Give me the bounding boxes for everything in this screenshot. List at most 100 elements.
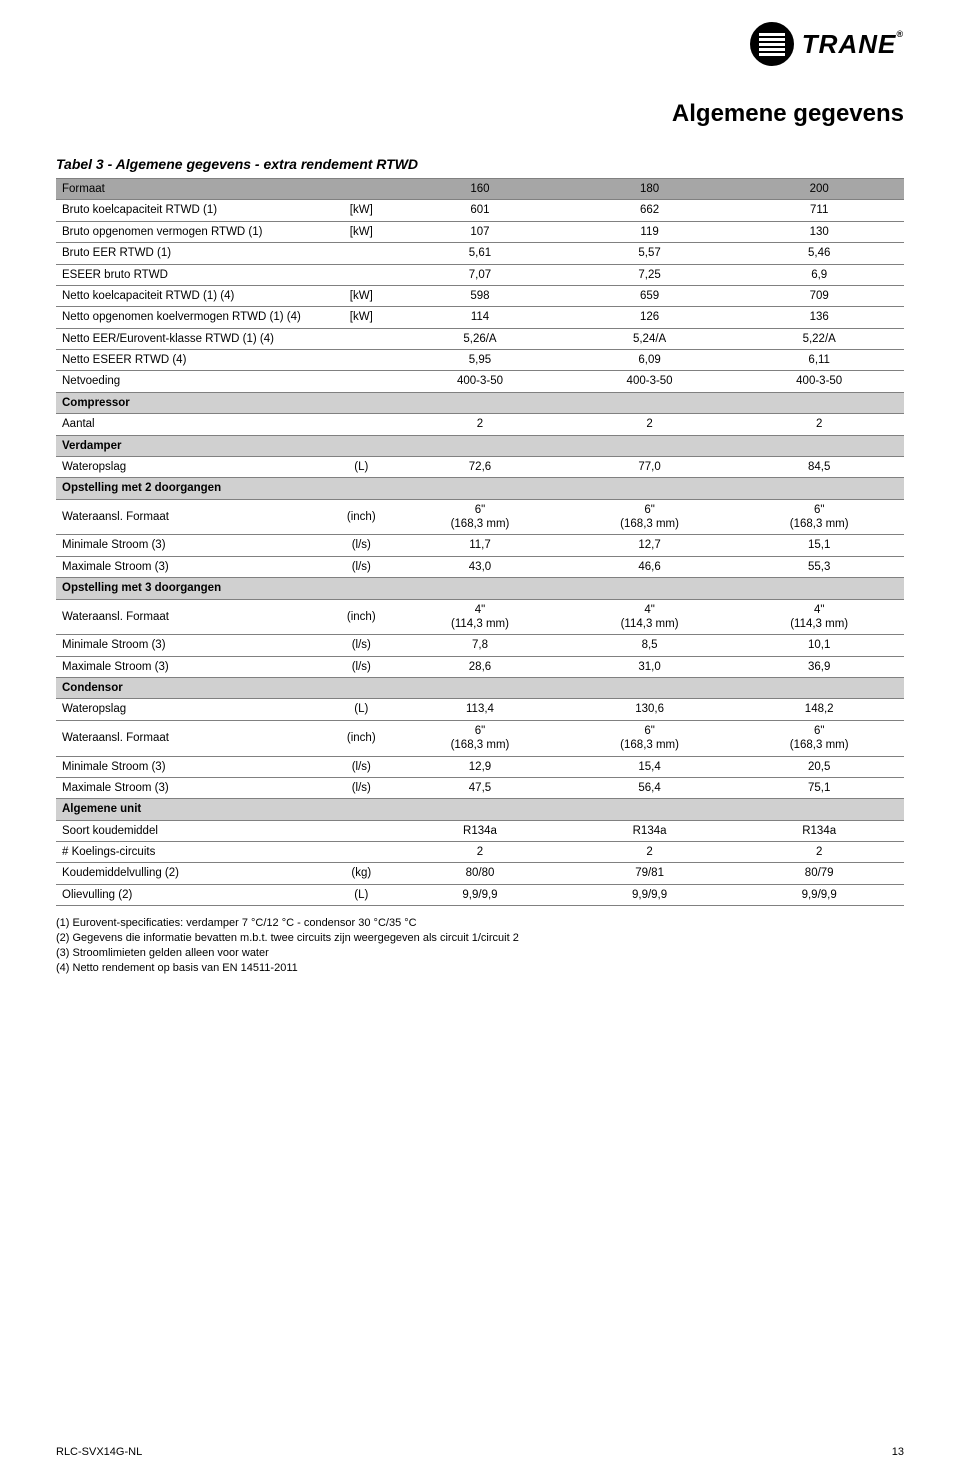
row-label: Maximale Stroom (3) [56,656,327,677]
section-label: Condensor [56,678,904,699]
row-label: # Koelings-circuits [56,842,327,863]
row-unit: (l/s) [327,656,395,677]
row-value: 2 [734,842,904,863]
row-value: 400-3-50 [565,371,735,392]
row-value: 28,6 [395,656,565,677]
row-value: 55,3 [734,556,904,577]
row-value: 6,11 [734,350,904,371]
row-label: Olievulling (2) [56,884,327,905]
footnote-line: (1) Eurovent-specificaties: verdamper 7 … [56,916,904,931]
row-label: Netto koelcapaciteit RTWD (1) (4) [56,285,327,306]
row-value: R134a [395,820,565,841]
row-value: 6"(168,3 mm) [734,720,904,756]
table-row: Opstelling met 2 doorgangen [56,478,904,499]
row-value: 662 [565,200,735,221]
row-value: 113,4 [395,699,565,720]
row-value: 11,7 [395,535,565,556]
table-row: Minimale Stroom (3)(l/s)12,915,420,5 [56,756,904,777]
row-unit: (inch) [327,720,395,756]
section-label: Opstelling met 2 doorgangen [56,478,904,499]
section-label: Algemene unit [56,799,904,820]
doc-id: RLC-SVX14G-NL [56,1446,142,1458]
table-caption: Tabel 3 - Algemene gegevens - extra rend… [56,156,904,172]
row-value: 5,61 [395,243,565,264]
table-row: Opstelling met 3 doorgangen [56,578,904,599]
table-row: Wateropslag(L)72,677,084,5 [56,456,904,477]
row-value: 15,1 [734,535,904,556]
table-row: Wateraansl. Formaat(inch)4"(114,3 mm)4"(… [56,599,904,635]
row-label: Wateraansl. Formaat [56,599,327,635]
row-value: 130,6 [565,699,735,720]
row-value: 598 [395,285,565,306]
row-unit [327,350,395,371]
row-value: 9,9/9,9 [734,884,904,905]
table-row: Bruto opgenomen vermogen RTWD (1)[kW]107… [56,221,904,242]
row-value: 75,1 [734,777,904,798]
row-value: 5,46 [734,243,904,264]
row-value: 15,4 [565,756,735,777]
row-value: 7,8 [395,635,565,656]
table-row: Bruto EER RTWD (1)5,615,575,46 [56,243,904,264]
registered-mark: ® [896,29,904,39]
row-unit: (inch) [327,499,395,535]
table-row: Minimale Stroom (3)(l/s)11,712,715,1 [56,535,904,556]
footnote-line: (2) Gegevens die informatie bevatten m.b… [56,931,904,946]
row-value: 2 [565,842,735,863]
row-unit: (L) [327,456,395,477]
row-label: Maximale Stroom (3) [56,556,327,577]
row-unit: [kW] [327,200,395,221]
table-row: Condensor [56,678,904,699]
row-label: Netto ESEER RTWD (4) [56,350,327,371]
row-label: Maximale Stroom (3) [56,777,327,798]
row-value: 77,0 [565,456,735,477]
table-row: Minimale Stroom (3)(l/s)7,88,510,1 [56,635,904,656]
row-value: 6,09 [565,350,735,371]
table-row: Netto opgenomen koelvermogen RTWD (1) (4… [56,307,904,328]
page-footer: RLC-SVX14G-NL 13 [56,1446,904,1458]
row-label: Netto opgenomen koelvermogen RTWD (1) (4… [56,307,327,328]
row-value: 6,9 [734,264,904,285]
row-value: 709 [734,285,904,306]
table-row: Maximale Stroom (3)(l/s)43,046,655,3 [56,556,904,577]
table-row: # Koelings-circuits222 [56,842,904,863]
row-label: Wateraansl. Formaat [56,720,327,756]
table-row: Netto EER/Eurovent-klasse RTWD (1) (4)5,… [56,328,904,349]
row-value: 2 [565,414,735,435]
row-value: 4"(114,3 mm) [565,599,735,635]
row-value: 5,57 [565,243,735,264]
row-unit: (l/s) [327,635,395,656]
spec-table: Formaat160180200Bruto koelcapaciteit RTW… [56,178,904,906]
row-label: Koudemiddelvulling (2) [56,863,327,884]
row-value: 114 [395,307,565,328]
row-value: 80/80 [395,863,565,884]
footnote-line: (3) Stroomlimieten gelden alleen voor wa… [56,946,904,961]
table-row: Wateropslag(L)113,4130,6148,2 [56,699,904,720]
trane-globe-icon [750,22,794,66]
row-value: 47,5 [395,777,565,798]
row-unit [327,414,395,435]
section-label: Compressor [56,392,904,413]
row-value: 43,0 [395,556,565,577]
row-value: 601 [395,200,565,221]
row-value: 2 [395,414,565,435]
table-row: Wateraansl. Formaat(inch)6"(168,3 mm)6"(… [56,720,904,756]
row-value: 20,5 [734,756,904,777]
row-value: R134a [734,820,904,841]
row-label: Wateropslag [56,456,327,477]
row-unit: (l/s) [327,556,395,577]
header-value: 160 [395,179,565,200]
row-unit [327,243,395,264]
row-unit: [kW] [327,221,395,242]
row-label: Netto EER/Eurovent-klasse RTWD (1) (4) [56,328,327,349]
row-value: 7,07 [395,264,565,285]
row-value: 119 [565,221,735,242]
footnotes: (1) Eurovent-specificaties: verdamper 7 … [56,916,904,975]
row-value: 2 [734,414,904,435]
row-value: 79/81 [565,863,735,884]
row-unit: (kg) [327,863,395,884]
page: TRANE® Algemene gegevens Tabel 3 - Algem… [0,0,960,1482]
row-unit: (L) [327,699,395,720]
row-value: 659 [565,285,735,306]
row-value: 9,9/9,9 [395,884,565,905]
row-label: Wateropslag [56,699,327,720]
